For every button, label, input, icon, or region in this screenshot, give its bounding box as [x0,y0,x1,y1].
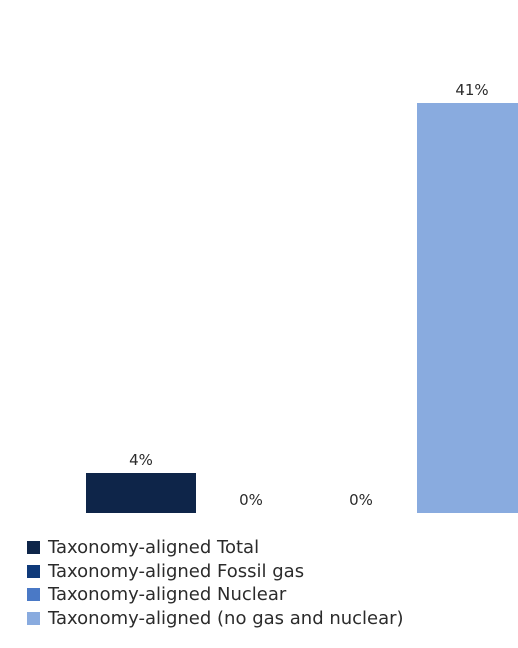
legend-swatch-2 [27,564,40,578]
data-label-1: 4% [129,451,153,469]
bar-1 [86,473,196,513]
legend-label-1: Taxonomy-aligned Total [48,537,260,559]
legend-label-3: Taxonomy-aligned Nuclear [48,584,287,606]
legend-label-2: Taxonomy-aligned Fossil gas [48,560,305,582]
legend-swatch-1 [27,541,40,555]
legend-item-1: Taxonomy-aligned Total [27,536,404,560]
legend-item-4: Taxonomy-aligned (no gas and nuclear) [27,607,404,631]
legend-item-3: Taxonomy-aligned Nuclear [27,583,404,607]
data-label-2: 0% [239,491,263,509]
bar-4 [417,103,518,513]
legend: Taxonomy-aligned Total Taxonomy-aligned F… [27,536,404,630]
data-label-3: 0% [349,491,373,509]
value-labels-group: 4% 0% 0% 41% [129,81,489,509]
legend-swatch-4 [27,611,40,625]
legend-item-2: Taxonomy-aligned Fossil gas [27,560,404,584]
data-label-4: 41% [455,81,488,99]
bars-group [86,103,518,513]
legend-swatch-3 [27,588,40,602]
legend-label-4: Taxonomy-aligned (no gas and nuclear) [48,607,404,629]
